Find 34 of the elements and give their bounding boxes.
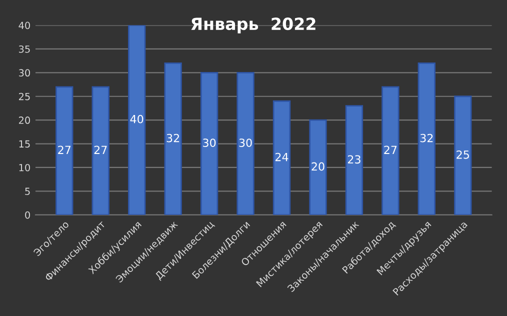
bar <box>309 119 327 215</box>
data-label: 32 <box>420 134 433 142</box>
bar <box>382 86 400 215</box>
y-tick-label: 30 <box>19 69 30 77</box>
y-tick-label: 5 <box>25 188 30 196</box>
data-label: 27 <box>94 146 107 154</box>
data-label: 40 <box>130 114 144 124</box>
data-label: 23 <box>348 155 360 164</box>
data-label: 30 <box>239 138 252 148</box>
bar <box>200 72 218 215</box>
chart-title: Январь 2022 <box>191 18 316 34</box>
bar <box>345 105 364 215</box>
bar <box>454 96 472 215</box>
bar <box>92 86 110 215</box>
y-tick-label: 25 <box>18 92 30 100</box>
bar <box>236 72 254 215</box>
y-tick-label: 20 <box>18 116 30 124</box>
data-label: 25 <box>456 150 469 159</box>
bar <box>164 62 182 215</box>
y-tick-label: 10 <box>19 164 30 172</box>
y-tick-label: 40 <box>18 22 30 30</box>
y-tick-label: 35 <box>19 45 30 53</box>
bar <box>272 100 291 215</box>
data-label: 27 <box>384 146 397 154</box>
data-label: 32 <box>166 134 180 142</box>
data-label: 27 <box>58 146 70 154</box>
y-tick-label: 15 <box>19 140 30 148</box>
data-label: 30 <box>203 138 216 148</box>
data-label: 24 <box>276 152 288 162</box>
bar <box>418 62 436 215</box>
bar <box>56 86 74 215</box>
bar <box>128 25 146 215</box>
y-tick-label: 0 <box>25 211 30 219</box>
data-label: 20 <box>312 162 324 171</box>
